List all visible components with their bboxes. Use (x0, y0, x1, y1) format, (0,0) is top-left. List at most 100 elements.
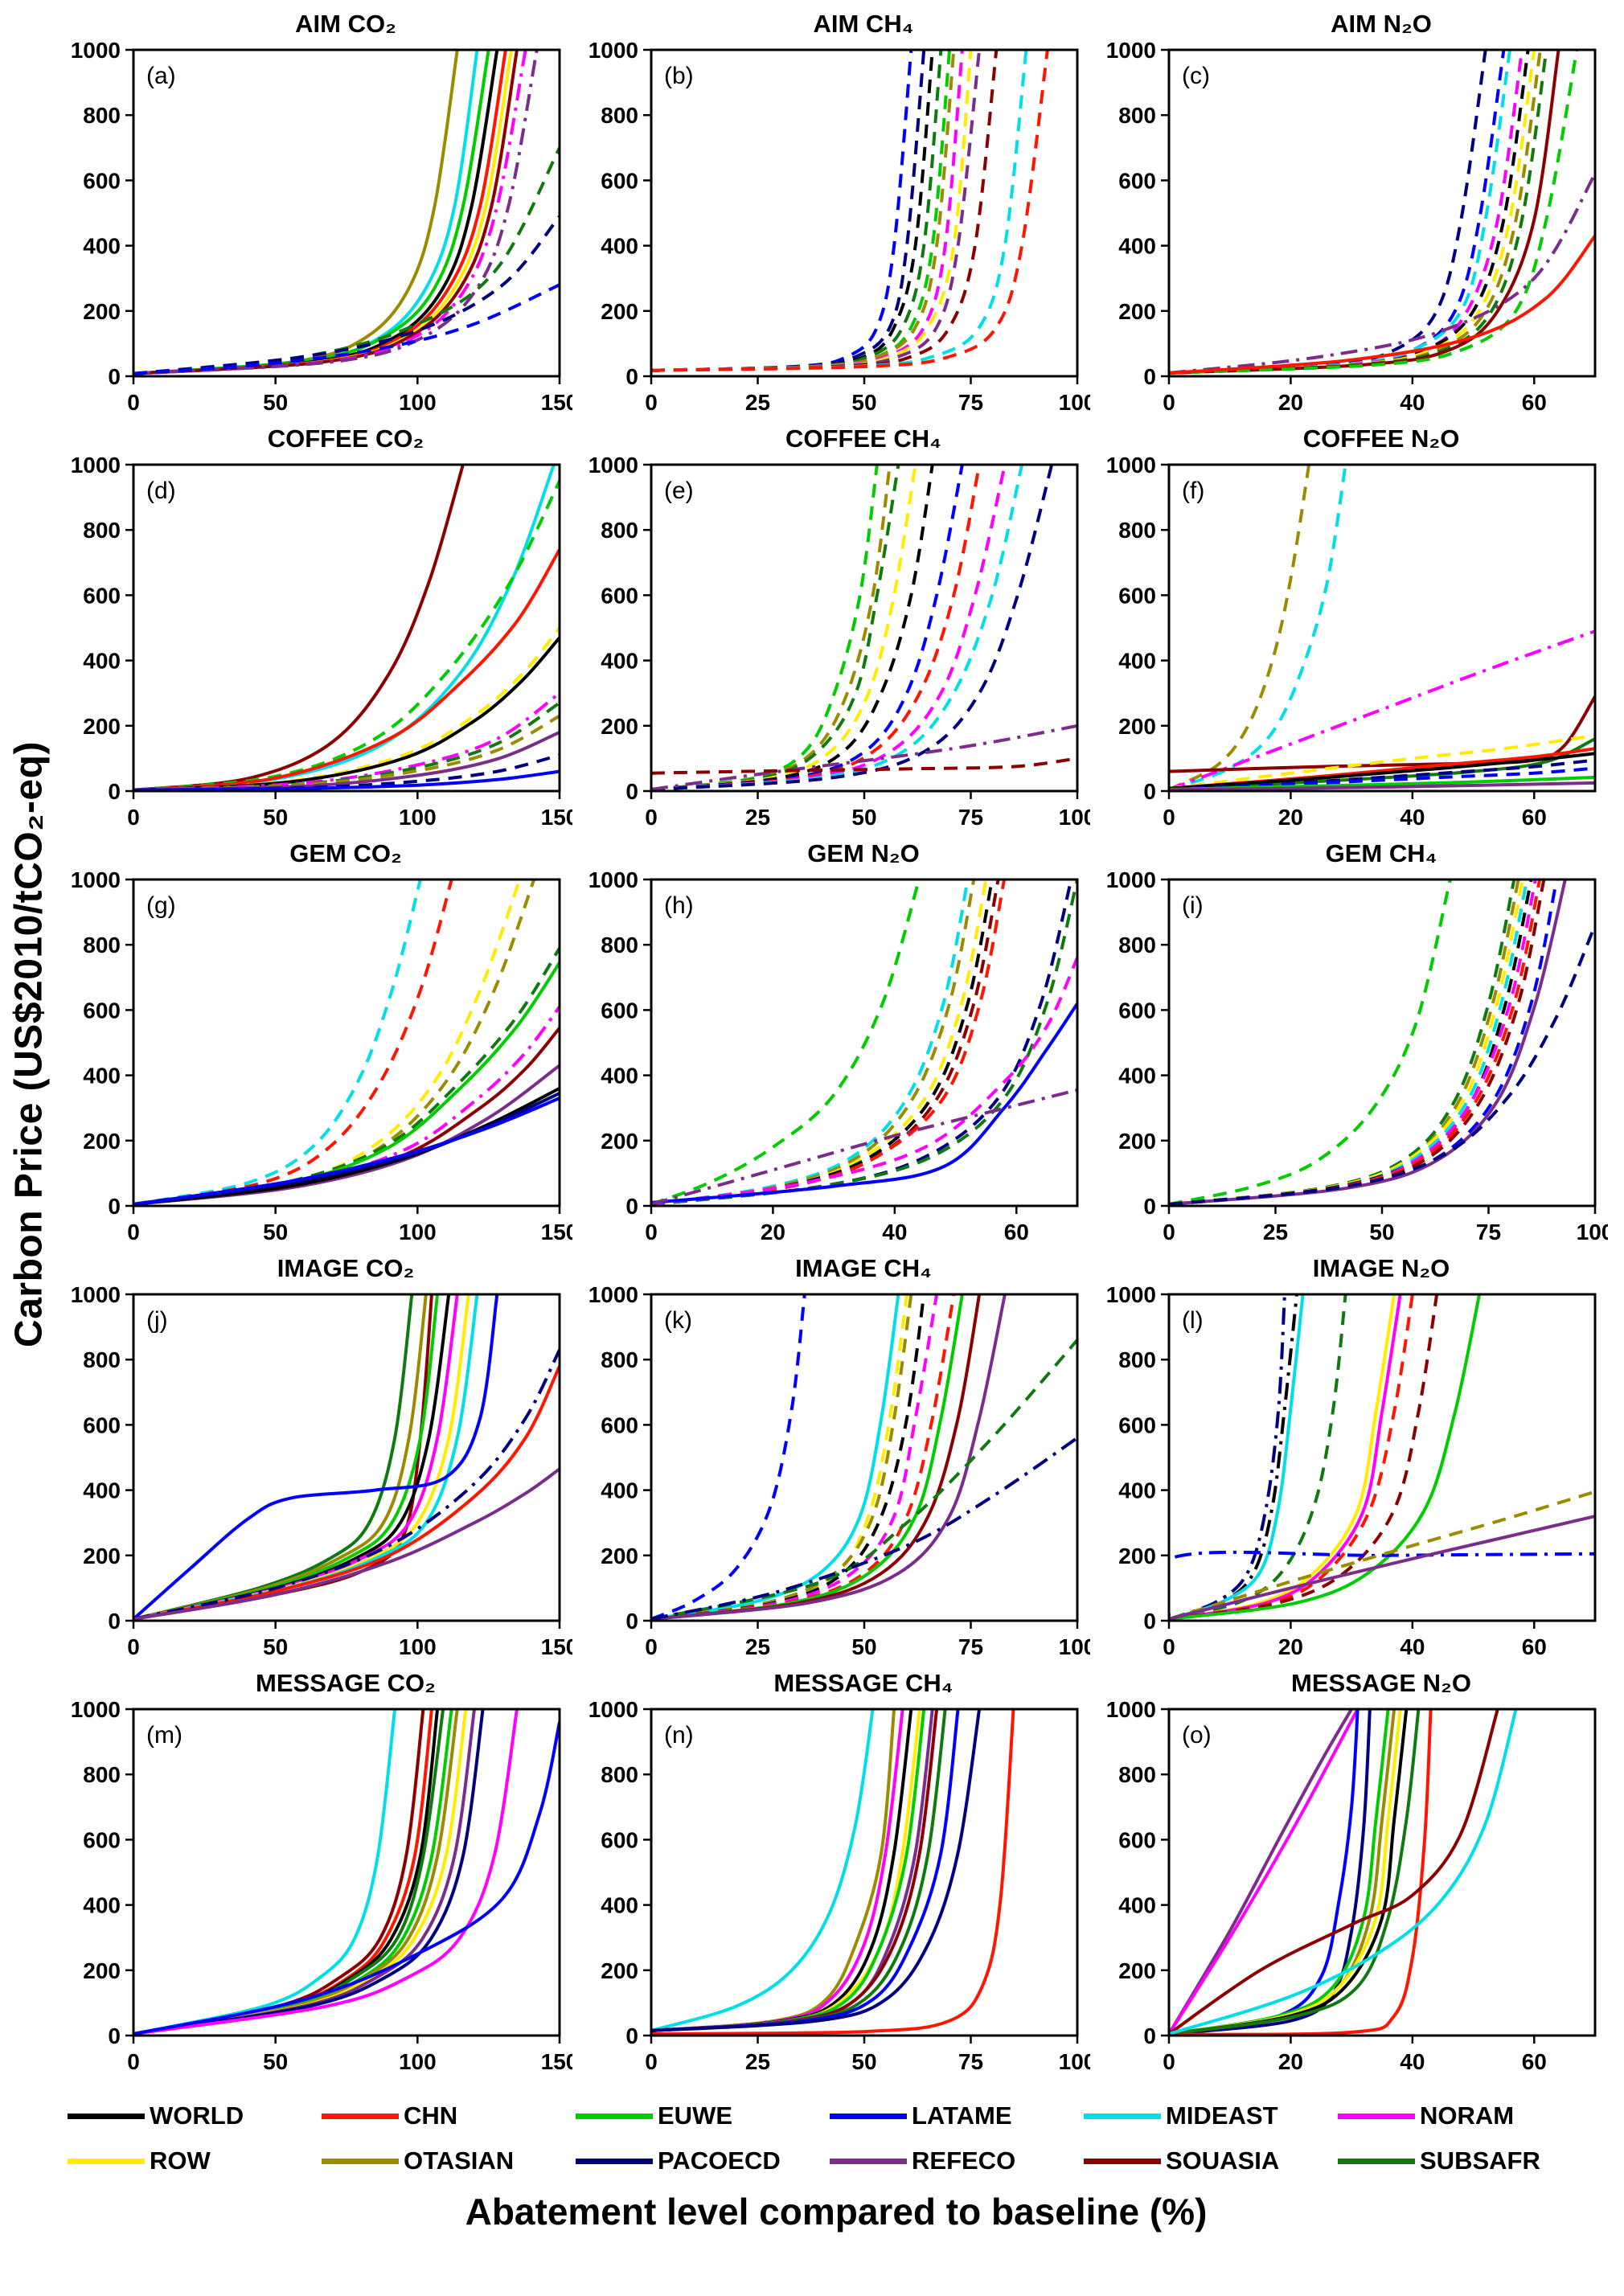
x-tick-label: 20 (1278, 2049, 1303, 2074)
y-tick-label: 600 (1118, 1827, 1156, 1852)
y-tick-label: 600 (1118, 998, 1156, 1023)
x-tick-label: 0 (1163, 805, 1175, 830)
y-tick-label: 0 (625, 1609, 638, 1634)
y-tick-label: 200 (83, 299, 121, 324)
y-tick-label: 200 (601, 299, 638, 324)
x-tick-label: 150 (541, 805, 572, 830)
legend-item-row: ROW (68, 2146, 322, 2175)
legend-label: OTASIAN (404, 2146, 515, 2175)
y-tick-label: 800 (83, 933, 121, 957)
panel-h: GEM N₂O 0 200 400 600 800 1000 0 20 40 60 (h) (576, 838, 1090, 1251)
x-tick-label: 25 (1263, 1220, 1288, 1244)
chart-svg: 0 200 400 600 800 1000 0 20 40 60 (h) (576, 870, 1090, 1251)
chart-svg: 0 200 400 600 800 1000 0 20 40 60 (o) (1093, 1699, 1608, 2081)
y-tick-label: 600 (83, 998, 121, 1023)
y-tick-label: 1000 (588, 870, 638, 892)
series-mideast (651, 1294, 900, 1621)
legend-item-pacoecd: PACOECD (576, 2146, 830, 2175)
y-tick-label: 600 (83, 583, 121, 608)
x-tick-label: 40 (1400, 390, 1425, 415)
y-tick-label: 600 (601, 1412, 638, 1437)
series-noram (1169, 1294, 1402, 1621)
plot-border (1167, 1708, 1597, 2037)
x-tick-label: 50 (263, 1634, 288, 1659)
legend-label: REFECO (912, 2146, 1016, 2175)
series-latame (651, 465, 964, 791)
legend-label: CHN (404, 2101, 458, 2130)
y-tick-label: 1000 (1106, 1699, 1156, 1722)
series-euwe (1169, 1294, 1482, 1621)
series-souasia (1169, 1294, 1439, 1621)
series-refeco (1169, 1709, 1353, 2036)
series-refeco (133, 50, 539, 375)
chart-svg: 0 200 400 600 800 1000 0 25 50 75 100 (k) (576, 1285, 1090, 1666)
x-tick-label: 60 (1522, 390, 1547, 415)
series-refeco (651, 50, 982, 372)
x-tick-label: 100 (399, 1634, 437, 1659)
series-pacoecd (133, 1709, 485, 2036)
legend-label: LATAME (912, 2101, 1012, 2130)
x-tick-label: 20 (1278, 805, 1303, 830)
y-tick-label: 200 (1118, 1544, 1156, 1568)
y-tick-label: 600 (1118, 583, 1156, 608)
panel-k: IMAGE CH₄ 0 200 400 600 800 1000 0 25 50 75 100 (k) (576, 1253, 1090, 1666)
legend-swatch-souasia (1084, 2158, 1161, 2164)
legend-item-latame: LATAME (830, 2101, 1084, 2130)
series-noram (651, 957, 1077, 1206)
plot-border (1167, 48, 1597, 378)
y-tick-label: 800 (1118, 1762, 1156, 1787)
x-tick-label: 100 (1059, 1634, 1090, 1659)
x-tick-label: 20 (761, 1220, 785, 1244)
legend-item-otasian: OTASIAN (322, 2146, 576, 2175)
panel-letter: (n) (664, 1722, 694, 1749)
y-tick-label: 800 (601, 1347, 638, 1372)
x-tick-label: 0 (127, 1634, 140, 1659)
series-pacoecd (651, 879, 1073, 1206)
y-tick-label: 400 (83, 1478, 121, 1503)
x-tick-label: 75 (1476, 1220, 1501, 1244)
y-tick-label: 400 (1118, 649, 1156, 674)
x-tick-label: 40 (1400, 1634, 1425, 1659)
legend-swatch-refeco (830, 2158, 907, 2164)
legend-swatch-otasian (322, 2158, 399, 2164)
y-tick-label: 0 (625, 779, 638, 804)
panel-letter: (d) (146, 478, 176, 504)
series-latame (133, 1097, 560, 1206)
series-noram (1169, 1709, 1359, 2036)
series-row (651, 879, 988, 1206)
x-tick-label: 150 (541, 1220, 572, 1244)
series-refeco (651, 1294, 1007, 1621)
x-tick-label: 0 (1163, 1634, 1175, 1659)
legend-swatch-latame (830, 2113, 907, 2119)
x-tick-label: 0 (1163, 390, 1175, 415)
y-tick-label: 600 (1118, 168, 1156, 193)
panel-letter: (l) (1182, 1307, 1204, 1334)
series-latame (1169, 879, 1559, 1206)
x-tick-label: 0 (645, 1634, 658, 1659)
series-chn (1169, 1709, 1433, 2036)
x-tick-label: 75 (958, 2049, 983, 2074)
panel-letter: (e) (664, 478, 694, 504)
y-tick-label: 1000 (71, 40, 121, 63)
legend-label: EUWE (658, 2101, 732, 2130)
legend-item-chn: CHN (322, 2101, 576, 2130)
x-tick-label: 50 (851, 805, 876, 830)
series-world (651, 879, 994, 1206)
y-tick-label: 600 (601, 1827, 638, 1852)
legend-item-mideast: MIDEAST (1084, 2101, 1338, 2130)
x-tick-label: 40 (1400, 2049, 1425, 2074)
y-tick-label: 800 (1118, 1347, 1156, 1372)
panel-grid: AIM CO₂ 0 200 400 600 800 1000 0 50 100 150 (a) AIM … (58, 8, 1624, 2081)
y-tick-label: 1000 (588, 455, 638, 478)
plot-border (650, 1293, 1079, 1622)
series-row (1169, 734, 1595, 790)
y-tick-label: 0 (108, 2023, 121, 2048)
panel-l: IMAGE N₂O 0 200 400 600 800 1000 0 20 40 60 (l) (1093, 1253, 1608, 1666)
y-tick-label: 1000 (71, 870, 121, 892)
x-tick-label: 75 (958, 1634, 983, 1659)
panel-letter: (h) (664, 892, 694, 919)
y-axis-label-strip: Carbon Price (US$2010/tCO₂-eq) (0, 8, 58, 2081)
x-tick-label: 50 (851, 1634, 876, 1659)
y-tick-label: 1000 (71, 1285, 121, 1307)
x-tick-label: 75 (958, 390, 983, 415)
